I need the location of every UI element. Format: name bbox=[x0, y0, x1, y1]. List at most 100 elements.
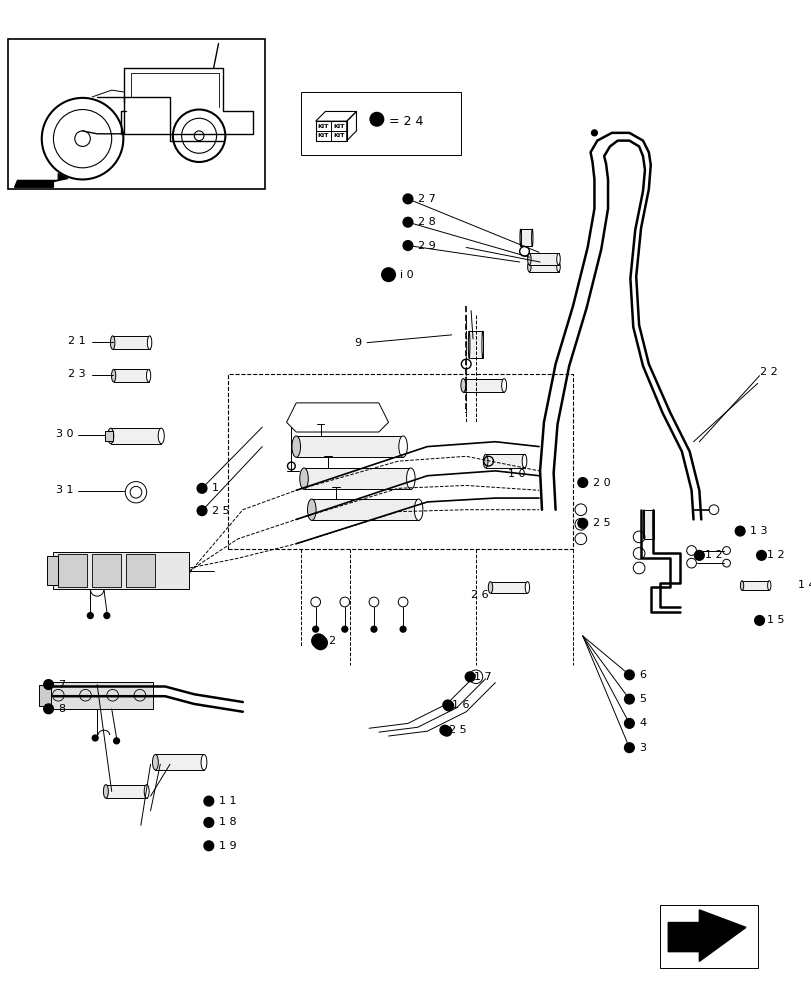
Text: 3: 3 bbox=[638, 743, 646, 753]
Circle shape bbox=[400, 626, 406, 632]
Circle shape bbox=[311, 634, 325, 648]
Ellipse shape bbox=[108, 428, 114, 444]
Circle shape bbox=[44, 680, 54, 689]
Text: 7: 7 bbox=[58, 680, 66, 690]
Text: 1: 1 bbox=[212, 483, 218, 493]
Text: 8: 8 bbox=[58, 704, 66, 714]
Ellipse shape bbox=[740, 581, 743, 590]
Circle shape bbox=[440, 725, 449, 735]
Text: 2 5: 2 5 bbox=[448, 725, 466, 735]
Bar bbox=[46, 682, 153, 709]
Bar bbox=[296, 436, 402, 457]
Bar bbox=[463, 379, 504, 392]
Text: 2 9: 2 9 bbox=[417, 241, 435, 251]
Bar bbox=[311, 499, 418, 520]
Ellipse shape bbox=[482, 331, 483, 358]
Circle shape bbox=[402, 217, 412, 227]
Polygon shape bbox=[667, 910, 745, 961]
Ellipse shape bbox=[483, 454, 487, 468]
Text: 1 8: 1 8 bbox=[218, 817, 236, 827]
Ellipse shape bbox=[111, 369, 116, 382]
Circle shape bbox=[341, 626, 347, 632]
Bar bbox=[127, 554, 155, 587]
Text: 3 0: 3 0 bbox=[56, 429, 74, 439]
Text: 1 7: 1 7 bbox=[474, 672, 491, 682]
Ellipse shape bbox=[556, 253, 560, 265]
Text: 1 1: 1 1 bbox=[218, 796, 236, 806]
Text: KIT: KIT bbox=[317, 133, 328, 138]
Text: KIT: KIT bbox=[333, 124, 344, 129]
Text: 1 0: 1 0 bbox=[508, 469, 525, 479]
Text: 1 6: 1 6 bbox=[451, 700, 469, 710]
Ellipse shape bbox=[299, 468, 308, 489]
Bar bbox=[58, 554, 88, 587]
Ellipse shape bbox=[527, 253, 530, 265]
Text: 2 7: 2 7 bbox=[417, 194, 435, 204]
Bar bbox=[643, 510, 653, 539]
Circle shape bbox=[204, 818, 213, 827]
Circle shape bbox=[753, 616, 763, 625]
Ellipse shape bbox=[292, 436, 300, 457]
Circle shape bbox=[735, 526, 744, 536]
Ellipse shape bbox=[531, 229, 532, 246]
Bar bbox=[529, 253, 558, 265]
Bar bbox=[8, 39, 265, 189]
Ellipse shape bbox=[556, 262, 560, 272]
Text: 2 0: 2 0 bbox=[592, 478, 609, 488]
Text: 9: 9 bbox=[354, 338, 361, 348]
Circle shape bbox=[624, 743, 633, 753]
Text: 2 3: 2 3 bbox=[68, 369, 85, 379]
Ellipse shape bbox=[525, 582, 529, 593]
Circle shape bbox=[402, 194, 412, 204]
Ellipse shape bbox=[201, 754, 207, 770]
Bar bbox=[469, 331, 483, 358]
Circle shape bbox=[442, 700, 452, 710]
Bar bbox=[485, 454, 524, 468]
Text: 6: 6 bbox=[638, 670, 646, 680]
Text: 2: 2 bbox=[328, 636, 335, 646]
Text: 2 8: 2 8 bbox=[417, 217, 435, 227]
Text: 1 2: 1 2 bbox=[766, 550, 784, 560]
Circle shape bbox=[624, 670, 633, 680]
Bar bbox=[529, 262, 558, 272]
Circle shape bbox=[402, 241, 412, 250]
Circle shape bbox=[756, 551, 766, 560]
Bar bbox=[46, 556, 58, 585]
Ellipse shape bbox=[158, 428, 164, 444]
Circle shape bbox=[370, 112, 383, 126]
Ellipse shape bbox=[501, 379, 506, 392]
Circle shape bbox=[104, 613, 109, 619]
Ellipse shape bbox=[652, 510, 654, 539]
Bar bbox=[301, 92, 461, 155]
Circle shape bbox=[312, 626, 318, 632]
Ellipse shape bbox=[144, 785, 149, 798]
Bar bbox=[105, 785, 147, 798]
Circle shape bbox=[577, 518, 587, 528]
Text: 4: 4 bbox=[638, 718, 646, 728]
Ellipse shape bbox=[642, 510, 644, 539]
Bar bbox=[54, 552, 189, 589]
Ellipse shape bbox=[414, 499, 423, 520]
Ellipse shape bbox=[307, 499, 315, 520]
Circle shape bbox=[204, 796, 213, 806]
Bar bbox=[114, 369, 148, 382]
Bar bbox=[39, 685, 50, 706]
Bar bbox=[520, 229, 532, 246]
Text: 1 5: 1 5 bbox=[766, 615, 784, 625]
Ellipse shape bbox=[527, 262, 530, 272]
Circle shape bbox=[44, 704, 54, 714]
Bar bbox=[155, 754, 204, 770]
Ellipse shape bbox=[398, 436, 407, 457]
Bar bbox=[113, 336, 149, 349]
Ellipse shape bbox=[487, 582, 492, 593]
Circle shape bbox=[204, 841, 213, 851]
Bar bbox=[228, 374, 573, 549]
Bar bbox=[92, 554, 122, 587]
Circle shape bbox=[441, 726, 451, 736]
Text: 1 4: 1 4 bbox=[797, 580, 811, 590]
Ellipse shape bbox=[468, 331, 470, 358]
Circle shape bbox=[590, 130, 597, 136]
Text: 5: 5 bbox=[638, 694, 646, 704]
Ellipse shape bbox=[147, 336, 152, 349]
Text: 1 3: 1 3 bbox=[749, 526, 766, 536]
